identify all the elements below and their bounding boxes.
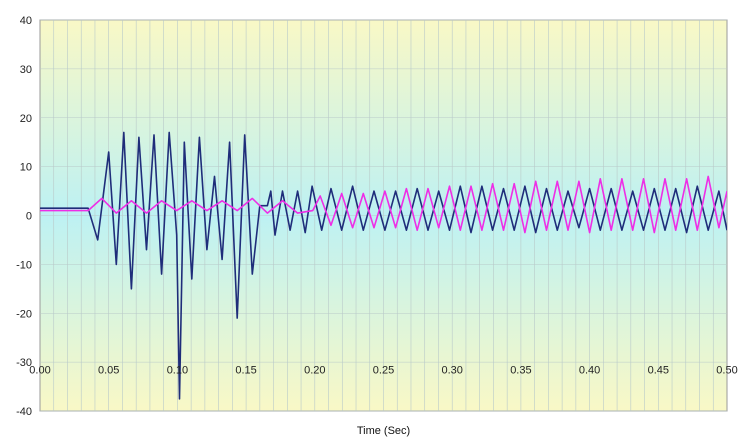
y-tick-label: -40 xyxy=(16,406,32,418)
series-layer xyxy=(40,131,727,400)
x-tick-label: 0.15 xyxy=(235,364,256,376)
x-tick-label: 0.05 xyxy=(98,364,119,376)
series-2-line xyxy=(40,175,727,234)
x-tick-label: 0.20 xyxy=(304,364,325,376)
x-tick-label: 0.40 xyxy=(579,364,600,376)
y-tick-label: 30 xyxy=(20,64,32,76)
y-tick-label: 40 xyxy=(20,15,32,27)
x-tick-label: 0.10 xyxy=(167,364,188,376)
y-axis-tick-labels: -40 -30 -20 -10 0 10 20 30 40 xyxy=(16,15,32,418)
x-tick-label: 0.50 xyxy=(716,364,737,376)
y-tick-label: -30 xyxy=(16,357,32,369)
x-tick-label: 0.25 xyxy=(373,364,394,376)
x-axis-title: Time (Sec) xyxy=(357,425,410,437)
x-axis-tick-labels: 0.00 0.05 0.10 0.15 0.20 0.25 0.30 0.35 0.40 0.45… xyxy=(29,364,737,376)
x-tick-label: 0.35 xyxy=(510,364,531,376)
x-tick-label: 0.00 xyxy=(29,364,50,376)
x-tick-label: 0.45 xyxy=(648,364,669,376)
y-tick-label: 20 xyxy=(20,113,32,125)
y-tick-label: 10 xyxy=(20,162,32,174)
y-tick-label: -20 xyxy=(16,308,32,320)
y-tick-label: 0 xyxy=(26,211,32,223)
y-tick-label: -10 xyxy=(16,259,32,271)
x-tick-label: 0.30 xyxy=(441,364,462,376)
